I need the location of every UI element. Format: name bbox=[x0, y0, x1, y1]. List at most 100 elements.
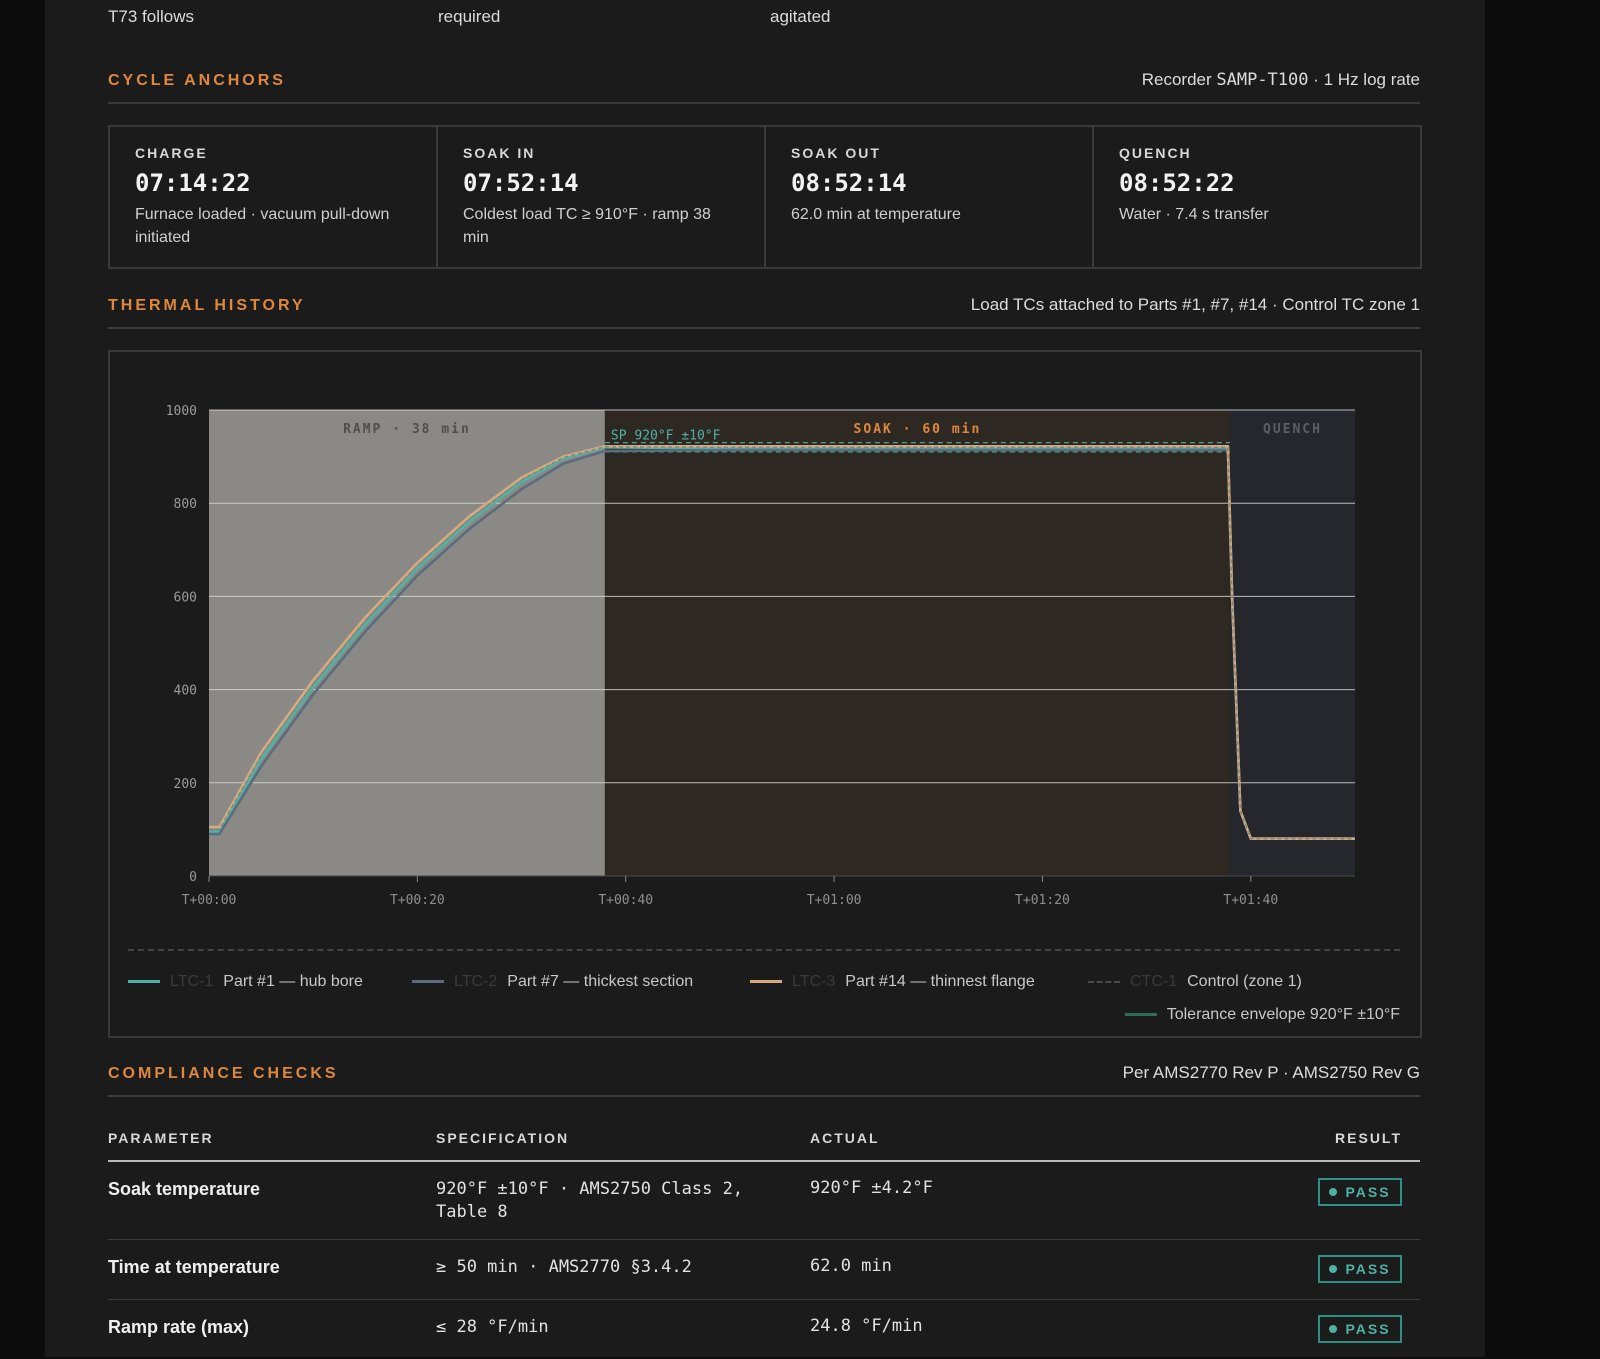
row-spec: 920°F ±10°F · AMS2750 Class 2, Table 8 bbox=[436, 1179, 744, 1222]
phase-band bbox=[209, 410, 605, 876]
anchor-label: CHARGE bbox=[135, 145, 208, 161]
compliance-header: COMPLIANCE CHECKS Per AMS2770 Rev P · AM… bbox=[108, 1063, 1420, 1097]
table-row: Ramp rate (max) ≤ 28 °F/min 24.8 °F/min … bbox=[108, 1300, 1420, 1359]
col-actual: ACTUAL bbox=[810, 1130, 880, 1146]
anchor-note: Coldest load TC ≥ 910°F · ramp 38 min bbox=[463, 206, 711, 246]
legend-swatch bbox=[128, 980, 160, 984]
anchor-label: SOAK OUT bbox=[791, 145, 881, 161]
x-tick-label: T+00:20 bbox=[390, 893, 445, 908]
series-line-ltc-3 bbox=[209, 445, 1355, 841]
phase-label: SOAK · 60 min bbox=[854, 422, 982, 437]
compliance-standard: Per AMS2770 Rev P · AMS2750 Rev G bbox=[1122, 1063, 1420, 1082]
anchor-note: 62.0 min at temperature bbox=[791, 206, 961, 223]
recorder-info: Recorder SAMP-T100 · 1 Hz log rate bbox=[1142, 70, 1420, 90]
x-tick-label: T+01:20 bbox=[1015, 893, 1070, 908]
x-tick-label: T+00:00 bbox=[182, 893, 237, 908]
table-row: Soak temperature 920°F ±10°F · AMS2750 C… bbox=[108, 1162, 1420, 1240]
status-dot-icon bbox=[1329, 1265, 1338, 1273]
legend-envelope: Tolerance envelope 920°F ±10°F bbox=[1124, 1006, 1400, 1024]
legend-swatch bbox=[1088, 980, 1120, 983]
cycle-anchors-title: CYCLE ANCHORS bbox=[108, 72, 286, 89]
y-tick-label: 200 bbox=[174, 777, 197, 792]
thermal-history-header: THERMAL HISTORY Load TCs attached to Par… bbox=[108, 295, 1420, 329]
cycle-anchors-grid: CHARGE 07:14:22 Furnace loaded · vacuum … bbox=[108, 125, 1422, 269]
legend-label: Part #7 — thickest section bbox=[507, 973, 694, 990]
recorder-rate: · 1 Hz log rate bbox=[1313, 70, 1420, 89]
anchor-soak-out: SOAK OUT 08:52:14 62.0 min at temperatur… bbox=[766, 127, 1094, 267]
anchor-label: SOAK IN bbox=[463, 145, 536, 161]
thermal-chart-frame: 0 200 400 600 800 1000 T+00:00 T+00:20 T+00:40 T+… bbox=[108, 350, 1422, 1038]
legend-ltc-3: LTC-3 Part #14 — thinnest flange bbox=[750, 973, 1035, 991]
row-actual: 920°F ±4.2°F bbox=[810, 1178, 933, 1198]
thermal-history-note: Load TCs attached to Parts #1, #7, #14 ·… bbox=[970, 295, 1420, 314]
y-tick-label: 400 bbox=[174, 684, 197, 699]
pass-badge: PASS bbox=[1318, 1255, 1402, 1283]
legend-label: Control (zone 1) bbox=[1187, 973, 1302, 990]
phase-band bbox=[1229, 410, 1355, 876]
top-note-1: T73 follows bbox=[108, 7, 194, 26]
phase-band bbox=[604, 410, 1230, 876]
table-row: Time at temperature ≥ 50 min · AMS2770 §… bbox=[108, 1240, 1420, 1300]
top-note-3: agitated bbox=[770, 7, 831, 26]
y-tick-label: 1000 bbox=[166, 404, 197, 419]
badge-label: PASS bbox=[1345, 1261, 1391, 1277]
report-panel: T73 follows required agitated CYCLE ANCH… bbox=[45, 0, 1485, 1357]
status-dot-icon bbox=[1329, 1188, 1338, 1196]
chart-legend: LTC-1 Part #1 — hub bore LTC-2 Part #7 — t… bbox=[128, 949, 1400, 1023]
thermal-chart: 0 200 400 600 800 1000 T+00:00 T+00:20 T+00:40 T+… bbox=[166, 404, 1355, 908]
y-tick-label: 0 bbox=[189, 870, 197, 885]
legend-code: LTC-3 bbox=[792, 973, 836, 990]
cycle-anchors-header: CYCLE ANCHORS Recorder SAMP-T100 · 1 Hz … bbox=[108, 70, 1420, 104]
x-tick-label: T+01:40 bbox=[1223, 893, 1278, 908]
row-parameter: Soak temperature bbox=[108, 1179, 261, 1199]
legend-label: Part #1 — hub bore bbox=[223, 973, 363, 990]
col-parameter: PARAMETER bbox=[108, 1130, 214, 1146]
compliance-title: COMPLIANCE CHECKS bbox=[108, 1065, 339, 1082]
y-tick-label: 800 bbox=[174, 497, 197, 512]
anchor-soak-in: SOAK IN 07:52:14 Coldest load TC ≥ 910°F… bbox=[438, 127, 766, 267]
legend-ltc-1: LTC-1 Part #1 — hub bore bbox=[128, 973, 363, 991]
legend-ctc-1: CTC-1 Control (zone 1) bbox=[1088, 973, 1302, 991]
top-note-2: required bbox=[438, 7, 501, 26]
badge-label: PASS bbox=[1345, 1184, 1391, 1200]
status-dot-icon bbox=[1329, 1325, 1338, 1333]
row-spec: ≥ 50 min · AMS2770 §3.4.2 bbox=[436, 1257, 692, 1277]
legend-code: CTC-1 bbox=[1130, 973, 1178, 990]
table-header: PARAMETER SPECIFICATION ACTUAL RESULT bbox=[108, 1118, 1420, 1162]
phase-label: QUENCH bbox=[1263, 422, 1322, 437]
anchor-time: 07:52:14 bbox=[463, 169, 579, 197]
anchor-note: Furnace loaded · vacuum pull-down initia… bbox=[135, 206, 390, 246]
legend-ltc-2: LTC-2 Part #7 — thickest section bbox=[412, 973, 693, 991]
legend-code: LTC-1 bbox=[170, 973, 214, 990]
phase-label: RAMP · 38 min bbox=[343, 422, 471, 437]
row-parameter: Ramp rate (max) bbox=[108, 1317, 250, 1337]
col-result: RESULT bbox=[1335, 1130, 1402, 1146]
row-actual: 24.8 °F/min bbox=[810, 1316, 923, 1336]
setpoint-label: SP 920°F ±10°F bbox=[611, 429, 721, 444]
pass-badge: PASS bbox=[1318, 1315, 1402, 1343]
badge-label: PASS bbox=[1345, 1321, 1391, 1337]
legend-swatch bbox=[1124, 1013, 1157, 1017]
series-line-ctc-1 bbox=[209, 446, 1355, 840]
y-tick-label: 600 bbox=[174, 590, 197, 605]
recorder-id: SAMP-T100 bbox=[1216, 70, 1309, 90]
anchor-time: 08:52:22 bbox=[1119, 169, 1235, 197]
x-tick-label: T+01:00 bbox=[807, 893, 862, 908]
x-tick-label: T+00:40 bbox=[598, 893, 653, 908]
anchor-time: 08:52:14 bbox=[791, 169, 907, 197]
col-specification: SPECIFICATION bbox=[436, 1130, 570, 1146]
compliance-table: PARAMETER SPECIFICATION ACTUAL RESULT So… bbox=[108, 1118, 1420, 1359]
row-parameter: Time at temperature bbox=[108, 1257, 280, 1277]
pass-badge: PASS bbox=[1318, 1178, 1402, 1206]
legend-label: Part #14 — thinnest flange bbox=[845, 973, 1035, 990]
legend-swatch bbox=[412, 980, 444, 984]
anchor-label: QUENCH bbox=[1119, 145, 1192, 161]
legend-code: LTC-2 bbox=[454, 973, 498, 990]
anchor-note: Water · 7.4 s transfer bbox=[1119, 206, 1269, 223]
anchor-time: 07:14:22 bbox=[135, 169, 251, 197]
recorder-prefix: Recorder bbox=[1141, 70, 1212, 89]
anchor-charge: CHARGE 07:14:22 Furnace loaded · vacuum … bbox=[110, 127, 438, 267]
row-spec: ≤ 28 °F/min bbox=[436, 1317, 549, 1337]
legend-swatch bbox=[750, 980, 782, 984]
legend-label: Tolerance envelope 920°F ±10°F bbox=[1166, 1006, 1400, 1023]
